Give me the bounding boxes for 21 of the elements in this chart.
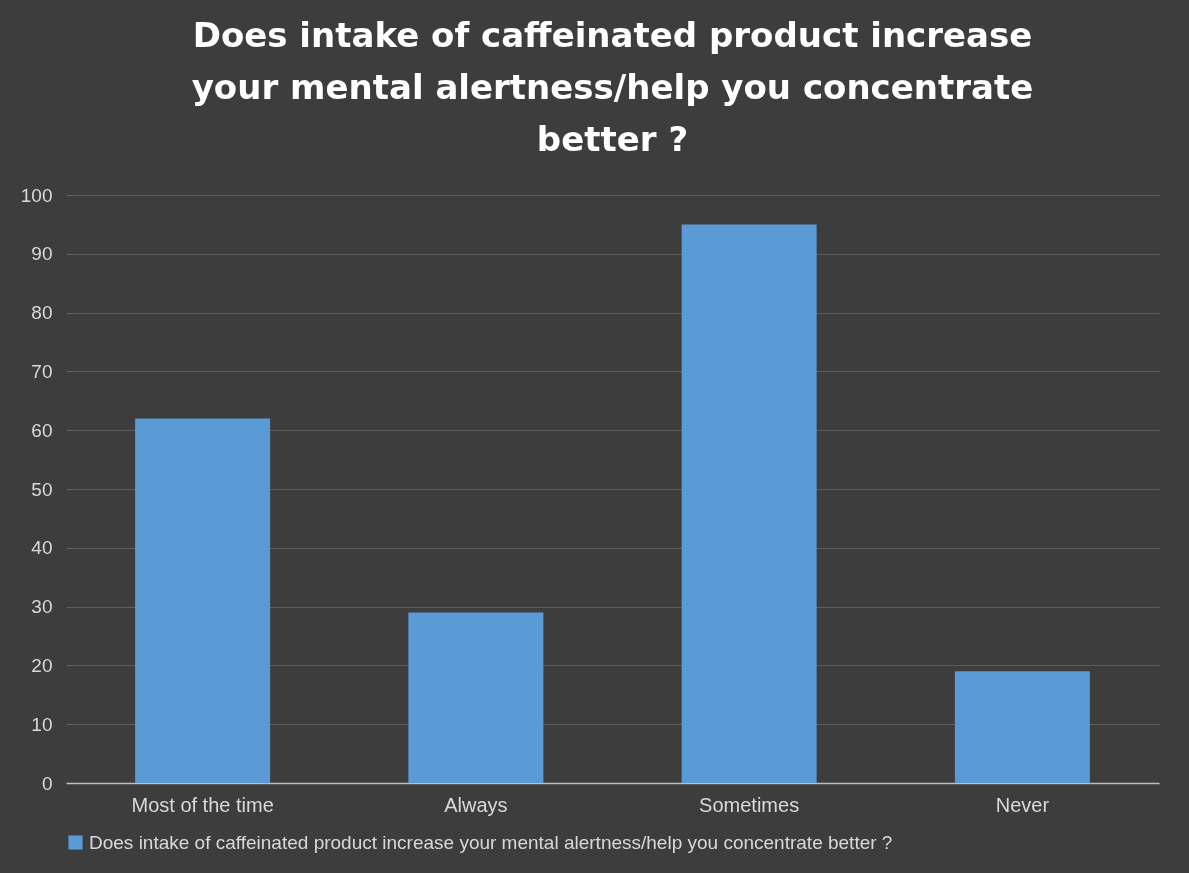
- y-tick-label: 30: [31, 596, 53, 618]
- y-tick-label: 10: [31, 713, 53, 735]
- x-tick-label: Most of the time: [131, 793, 274, 816]
- legend-label: Does intake of caffeinated product increase your mental alertness/help you concentrate better ?: [89, 831, 893, 853]
- y-tick-label: 0: [41, 772, 53, 794]
- y-tick-label: 100: [20, 184, 53, 206]
- y-tick-label: 60: [31, 419, 53, 441]
- y-tick-label: 50: [31, 478, 53, 500]
- y-tick-label: 40: [31, 537, 53, 559]
- x-tick-label: Never: [995, 793, 1050, 816]
- y-tick-label: 80: [31, 302, 53, 324]
- bar: [135, 418, 271, 783]
- bar: [954, 671, 1090, 783]
- x-tick-label: Sometimes: [699, 793, 800, 816]
- bar: [408, 612, 544, 783]
- chart-title: Does intake of caffeinated product increase your mental alertness/help you concentrate better ?: [191, 15, 1034, 159]
- y-tick-label: 70: [31, 360, 53, 382]
- y-tick-label: 90: [31, 243, 53, 265]
- x-tick-label: Always: [444, 793, 508, 816]
- y-tick-label: 20: [31, 654, 53, 676]
- bar: [681, 224, 817, 783]
